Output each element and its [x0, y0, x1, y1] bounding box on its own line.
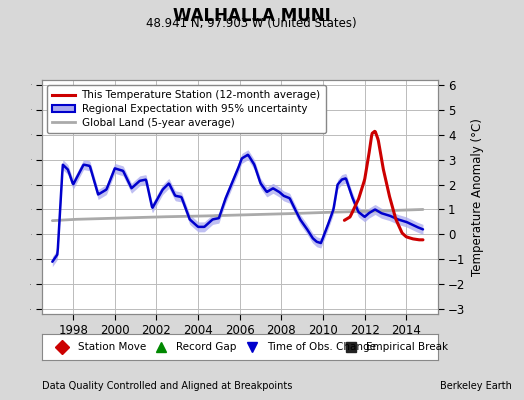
- Y-axis label: Temperature Anomaly (°C): Temperature Anomaly (°C): [471, 118, 484, 276]
- Text: Data Quality Controlled and Aligned at Breakpoints: Data Quality Controlled and Aligned at B…: [42, 381, 292, 391]
- Text: Empirical Break: Empirical Break: [366, 342, 449, 352]
- Text: 48.941 N, 97.903 W (United States): 48.941 N, 97.903 W (United States): [146, 17, 357, 30]
- Text: Time of Obs. Change: Time of Obs. Change: [267, 342, 376, 352]
- Text: Berkeley Earth: Berkeley Earth: [440, 381, 512, 391]
- Text: Record Gap: Record Gap: [177, 342, 237, 352]
- Text: Station Move: Station Move: [78, 342, 146, 352]
- Legend: This Temperature Station (12-month average), Regional Expectation with 95% uncer: This Temperature Station (12-month avera…: [47, 85, 326, 133]
- Text: WALHALLA MUNI: WALHALLA MUNI: [172, 7, 331, 25]
